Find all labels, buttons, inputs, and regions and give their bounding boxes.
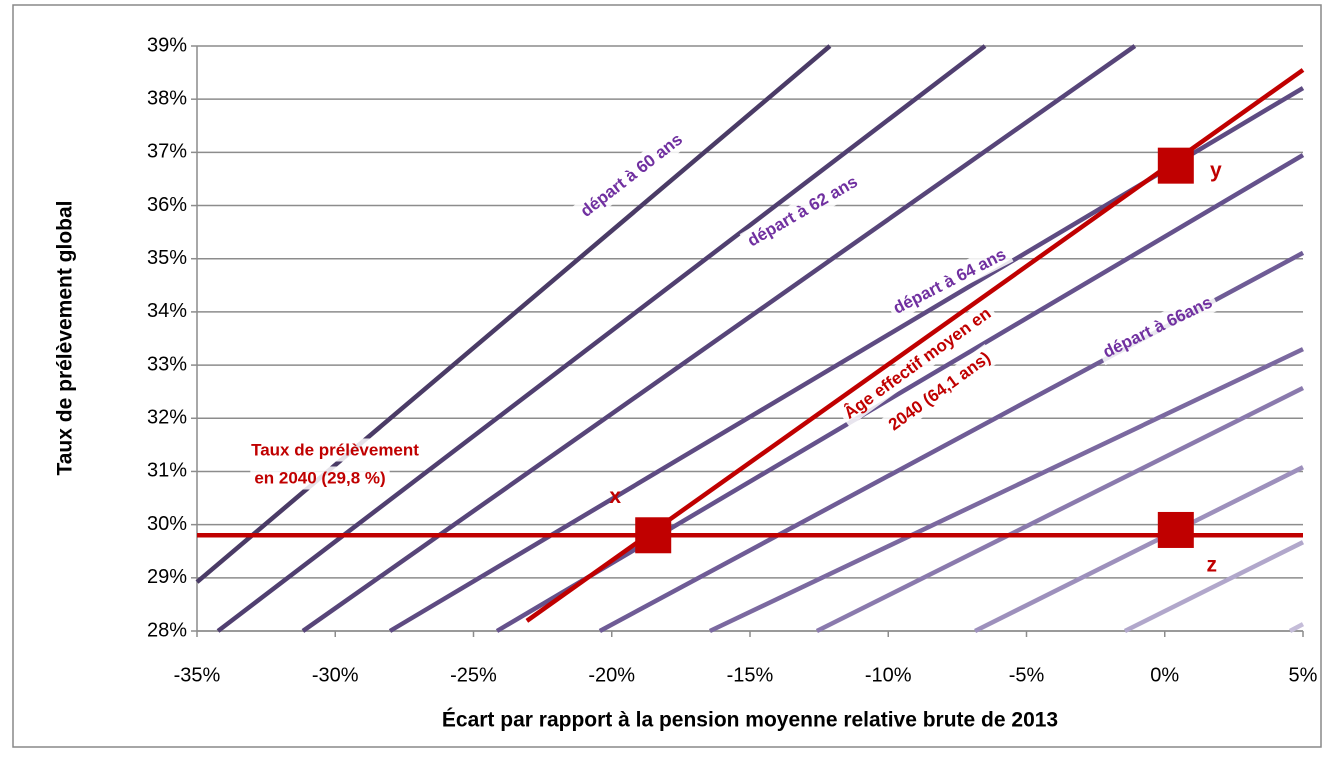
x-tick-label: -20% (588, 664, 635, 686)
annotation-bg (880, 343, 999, 439)
annotation: en 2040 (29,8 %) (250, 466, 390, 490)
x-tick-label: -30% (312, 664, 359, 686)
annotation-bg (247, 438, 424, 462)
annotation-text: Taux de prélèvement (251, 440, 419, 459)
series-line (1288, 622, 1305, 633)
point-marker (635, 517, 672, 554)
annotation-bg (835, 299, 999, 427)
annotation-text: en 2040 (29,8 %) (254, 468, 385, 487)
y-tick-label: 38% (147, 87, 187, 109)
y-axis-title: Taux de prélèvement global (54, 200, 77, 475)
series-line (495, 153, 1305, 633)
series-line (1123, 540, 1305, 634)
y-tick-label: 35% (147, 247, 187, 269)
x-tick-label: 0% (1150, 664, 1179, 686)
y-tick-label: 39% (147, 34, 187, 56)
y-tick-label: 30% (147, 513, 187, 535)
annotation-bg (739, 168, 866, 255)
y-tick-label: 29% (147, 566, 187, 588)
series-line (195, 44, 832, 584)
point-marker (1157, 147, 1194, 184)
y-tick-label: 28% (147, 619, 187, 641)
series-line (708, 347, 1304, 634)
y-tick-label: 34% (147, 300, 187, 322)
point-label: y (1210, 159, 1222, 182)
x-tick-label: -35% (174, 664, 221, 686)
point-label: x (609, 485, 621, 508)
x-axis-title: Écart par rapport à la pension moyenne r… (442, 709, 1058, 732)
x-tick-label: -10% (865, 664, 912, 686)
x-tick-label: -5% (1009, 664, 1045, 686)
annotation-bg (250, 466, 390, 490)
y-tick-label: 36% (147, 194, 187, 216)
series-line (815, 385, 1305, 634)
y-tick-label: 31% (147, 460, 187, 482)
y-tick-label: 37% (147, 141, 187, 163)
point-label: z (1207, 554, 1218, 577)
x-tick-label: 5% (1289, 664, 1318, 686)
annotation-bg (885, 240, 1014, 322)
annotation-bg (1095, 288, 1220, 366)
point-marker (1157, 511, 1194, 548)
annotation-bg (572, 125, 691, 225)
y-tick-label: 33% (147, 353, 187, 375)
y-tick-label: 32% (147, 407, 187, 429)
x-tick-label: -15% (727, 664, 774, 686)
x-tick-label: -25% (450, 664, 497, 686)
annotation: Taux de prélèvement (247, 438, 424, 462)
series-line (974, 465, 1305, 634)
